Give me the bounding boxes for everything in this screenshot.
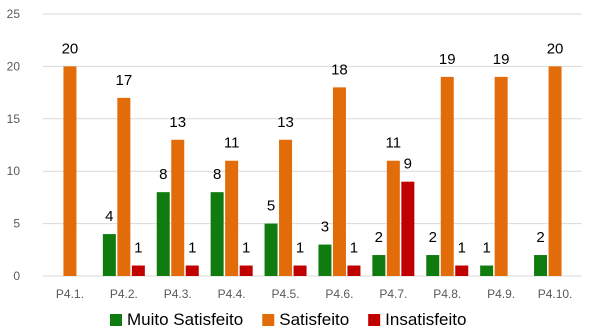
bar <box>494 76 508 276</box>
bar <box>225 160 239 276</box>
data-label: 1 <box>482 240 490 257</box>
bar <box>102 234 116 276</box>
legend-swatch <box>368 314 381 326</box>
data-label: 13 <box>277 114 294 131</box>
bar <box>185 265 199 276</box>
y-tick-label: 10 <box>7 164 21 178</box>
data-label: 9 <box>404 156 412 173</box>
data-label: 20 <box>547 40 564 57</box>
x-tick-label: P4.9. <box>487 287 515 301</box>
legend-label: Muito Satisfeito <box>127 310 243 329</box>
data-label: 2 <box>429 229 437 246</box>
x-tick-label: P4.7. <box>379 287 407 301</box>
bar <box>117 97 131 276</box>
data-label: 18 <box>331 61 348 78</box>
bar <box>318 244 332 276</box>
y-tick-label: 0 <box>13 269 20 283</box>
bar <box>279 139 293 276</box>
bar <box>347 265 361 276</box>
bar <box>440 76 454 276</box>
bar <box>210 192 224 276</box>
x-tick-label: P4.5. <box>272 287 300 301</box>
y-tick-label: 5 <box>13 217 20 231</box>
y-axis-ticks: 0 5 10 15 20 25 <box>7 7 21 283</box>
data-label: 19 <box>439 51 456 68</box>
bar <box>131 265 145 276</box>
data-label: 4 <box>105 208 113 225</box>
data-label: 11 <box>224 135 240 152</box>
data-label: 1 <box>188 240 196 257</box>
data-label: 19 <box>493 51 510 68</box>
bar <box>264 223 278 276</box>
bar <box>534 255 548 276</box>
data-label: 11 <box>386 135 402 152</box>
x-tick-label: P4.1. <box>56 287 84 301</box>
data-label: 13 <box>169 114 186 131</box>
data-label: 5 <box>267 198 275 215</box>
bar <box>426 255 440 276</box>
data-label: 8 <box>213 166 221 183</box>
bar <box>63 66 77 277</box>
bar <box>386 160 400 276</box>
bar <box>239 265 253 276</box>
bars <box>63 66 562 277</box>
x-tick-label: P4.6. <box>325 287 353 301</box>
legend: Muito Satisfeito Satisfeito Insatisfeito <box>110 310 466 329</box>
x-tick-label: P4.2. <box>110 287 138 301</box>
data-label: 1 <box>350 240 358 257</box>
data-label: 2 <box>375 229 383 246</box>
y-tick-label: 15 <box>7 112 21 126</box>
data-label: 17 <box>116 72 133 89</box>
data-label: 3 <box>321 219 329 236</box>
bar <box>548 66 562 277</box>
bar <box>156 192 170 276</box>
data-label: 20 <box>62 40 79 57</box>
bar <box>455 265 469 276</box>
legend-swatch <box>110 314 122 326</box>
bar <box>372 255 386 276</box>
data-label: 1 <box>242 240 250 257</box>
bar <box>332 87 346 276</box>
data-label: 1 <box>458 240 466 257</box>
x-tick-label: P4.4. <box>218 287 246 301</box>
bar <box>171 139 185 276</box>
y-tick-label: 25 <box>7 7 21 21</box>
y-tick-label: 20 <box>7 59 21 73</box>
legend-label: Insatisfeito <box>385 310 466 329</box>
data-label: 8 <box>159 166 167 183</box>
data-label: 2 <box>536 229 544 246</box>
data-label: 1 <box>296 240 304 257</box>
bar <box>480 265 494 276</box>
legend-label: Satisfeito <box>279 310 349 329</box>
bar <box>293 265 307 276</box>
data-label: 1 <box>134 240 142 257</box>
x-tick-label: P4.10. <box>538 287 573 301</box>
x-tick-label: P4.3. <box>164 287 192 301</box>
x-axis-ticks: P4.1. P4.2. P4.3. P4.4. P4.5. P4.6. P4.7. P4.8.… <box>56 287 572 301</box>
bar <box>401 181 415 276</box>
x-tick-label: P4.8. <box>433 287 461 301</box>
legend-swatch <box>262 314 275 326</box>
